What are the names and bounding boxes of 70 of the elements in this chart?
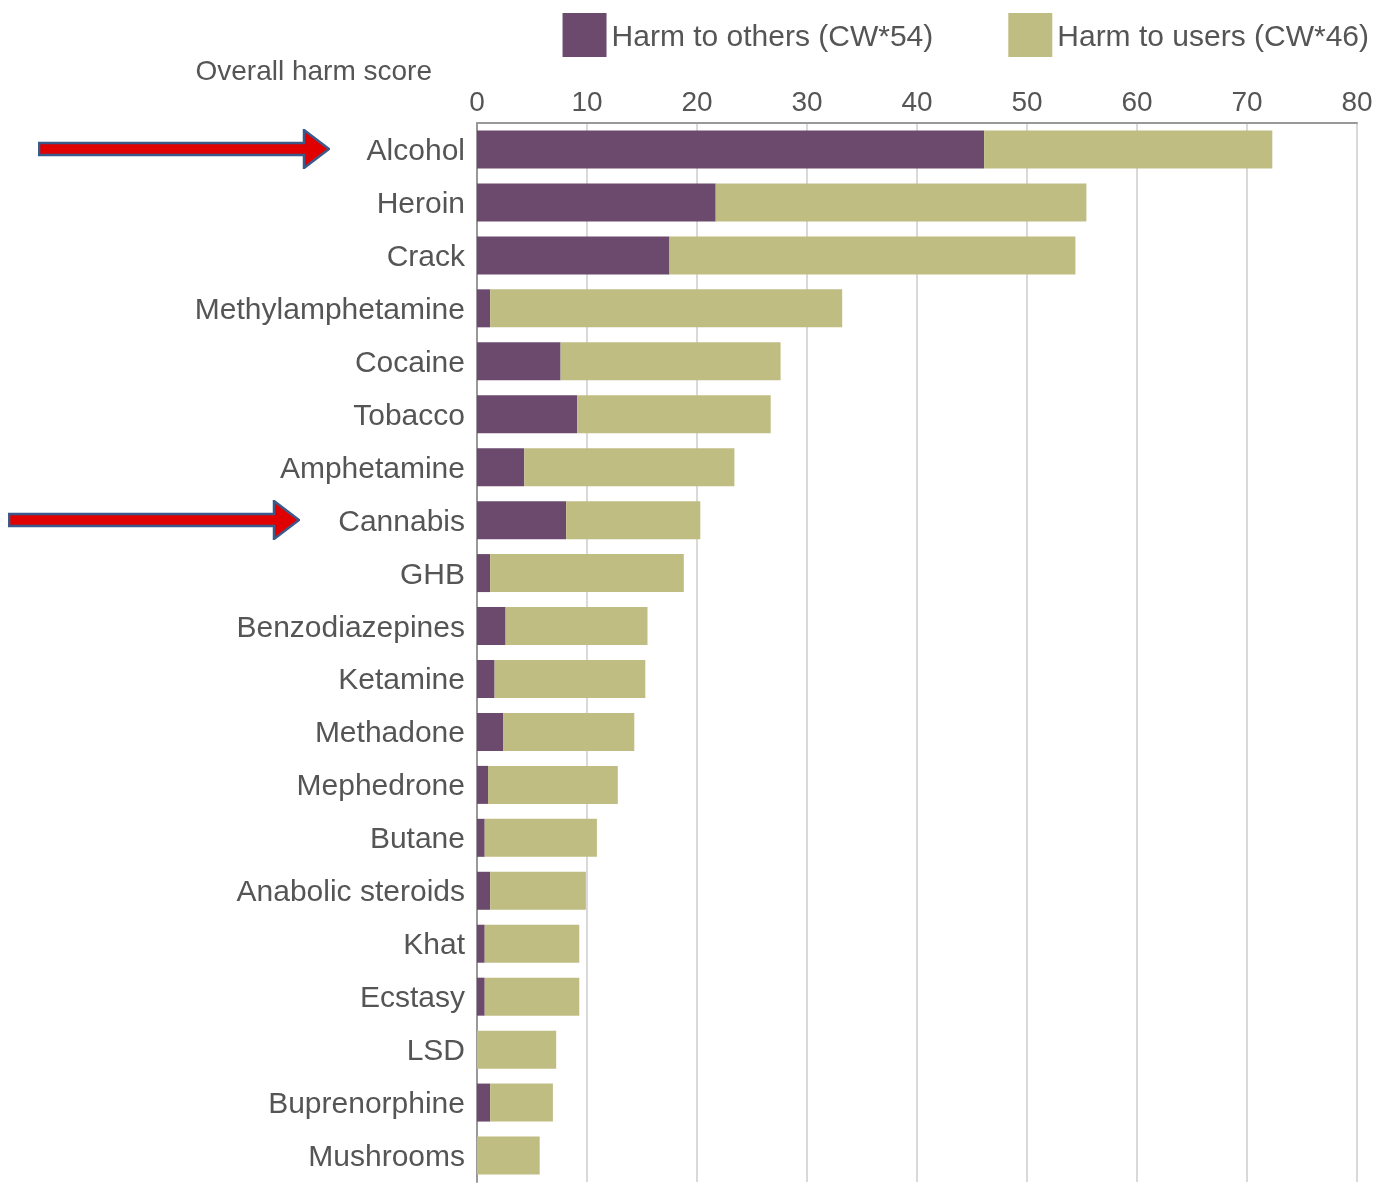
y-tick-label: Mephedrone <box>296 768 465 802</box>
y-tick-label: GHB <box>399 556 465 590</box>
bar <box>477 289 491 328</box>
y-tick-label: Amphetamine <box>279 450 465 484</box>
legend-label: Harm to others (CW*54) <box>611 18 934 52</box>
bar <box>477 395 578 434</box>
bar <box>494 659 646 698</box>
bar <box>477 342 561 381</box>
bar <box>477 554 491 593</box>
bar <box>490 871 586 910</box>
bar <box>577 395 771 434</box>
bar <box>477 818 485 857</box>
bar <box>477 659 495 698</box>
x-tick-label: 0 <box>469 85 485 117</box>
bar <box>477 871 491 910</box>
bar <box>477 1083 491 1122</box>
x-tick-label: 70 <box>1231 85 1263 117</box>
bar <box>477 712 504 751</box>
y-tick-label: Crack <box>386 238 466 272</box>
x-tick-label: 50 <box>1011 85 1043 117</box>
x-tick-label: 10 <box>571 85 603 117</box>
bar <box>477 977 485 1016</box>
x-tick-label: 60 <box>1121 85 1153 117</box>
bar <box>984 130 1273 169</box>
bar <box>477 1136 540 1175</box>
bar <box>560 342 781 381</box>
bar <box>566 501 701 540</box>
y-tick-label: Alcohol <box>366 132 465 166</box>
y-tick-label: Tobacco <box>353 397 465 431</box>
bar <box>490 289 843 328</box>
y-tick-label: Cocaine <box>354 344 465 378</box>
bar <box>477 765 488 804</box>
y-tick-label: Anabolic steroids <box>236 874 465 908</box>
bar <box>505 607 648 646</box>
y-tick-label: Benzodiazepines <box>236 609 465 643</box>
bar <box>477 1030 557 1069</box>
x-tick-label: 20 <box>681 85 713 117</box>
y-tick-label: Ketamine <box>338 662 465 696</box>
y-tick-label: Methylamphetamine <box>194 291 465 325</box>
bar <box>490 554 684 593</box>
y-tick-label: Heroin <box>376 185 465 219</box>
y-tick-label: Buprenorphine <box>268 1086 465 1120</box>
x-tick-label: 30 <box>791 85 823 117</box>
y-tick-label: Butane <box>369 821 465 855</box>
y-tick-label: LSD <box>406 1033 465 1067</box>
bar <box>477 448 525 487</box>
bar <box>488 765 618 804</box>
bar <box>484 924 580 963</box>
bar <box>477 924 485 963</box>
bar <box>477 501 567 540</box>
y-tick-label: Khat <box>403 927 466 961</box>
bar <box>484 977 580 1016</box>
bar <box>715 183 1087 222</box>
bar <box>503 712 635 751</box>
y-tick-label: Cannabis <box>338 503 465 537</box>
legend-label: Harm to users (CW*46) <box>1057 18 1369 52</box>
bar <box>477 183 716 222</box>
bar <box>477 607 506 646</box>
bar <box>524 448 735 487</box>
y-tick-label: Ecstasy <box>359 980 465 1014</box>
bar <box>477 130 985 169</box>
bar <box>490 1083 553 1122</box>
y-tick-label: Mushrooms <box>308 1139 465 1173</box>
bar <box>669 236 1076 275</box>
x-tick-label: 40 <box>901 85 933 117</box>
x-tick-label: 80 <box>1341 85 1373 117</box>
bar <box>484 818 597 857</box>
bar <box>477 236 670 275</box>
x-axis-title: Overall harm score <box>195 54 433 86</box>
y-tick-label: Methadone <box>314 715 465 749</box>
